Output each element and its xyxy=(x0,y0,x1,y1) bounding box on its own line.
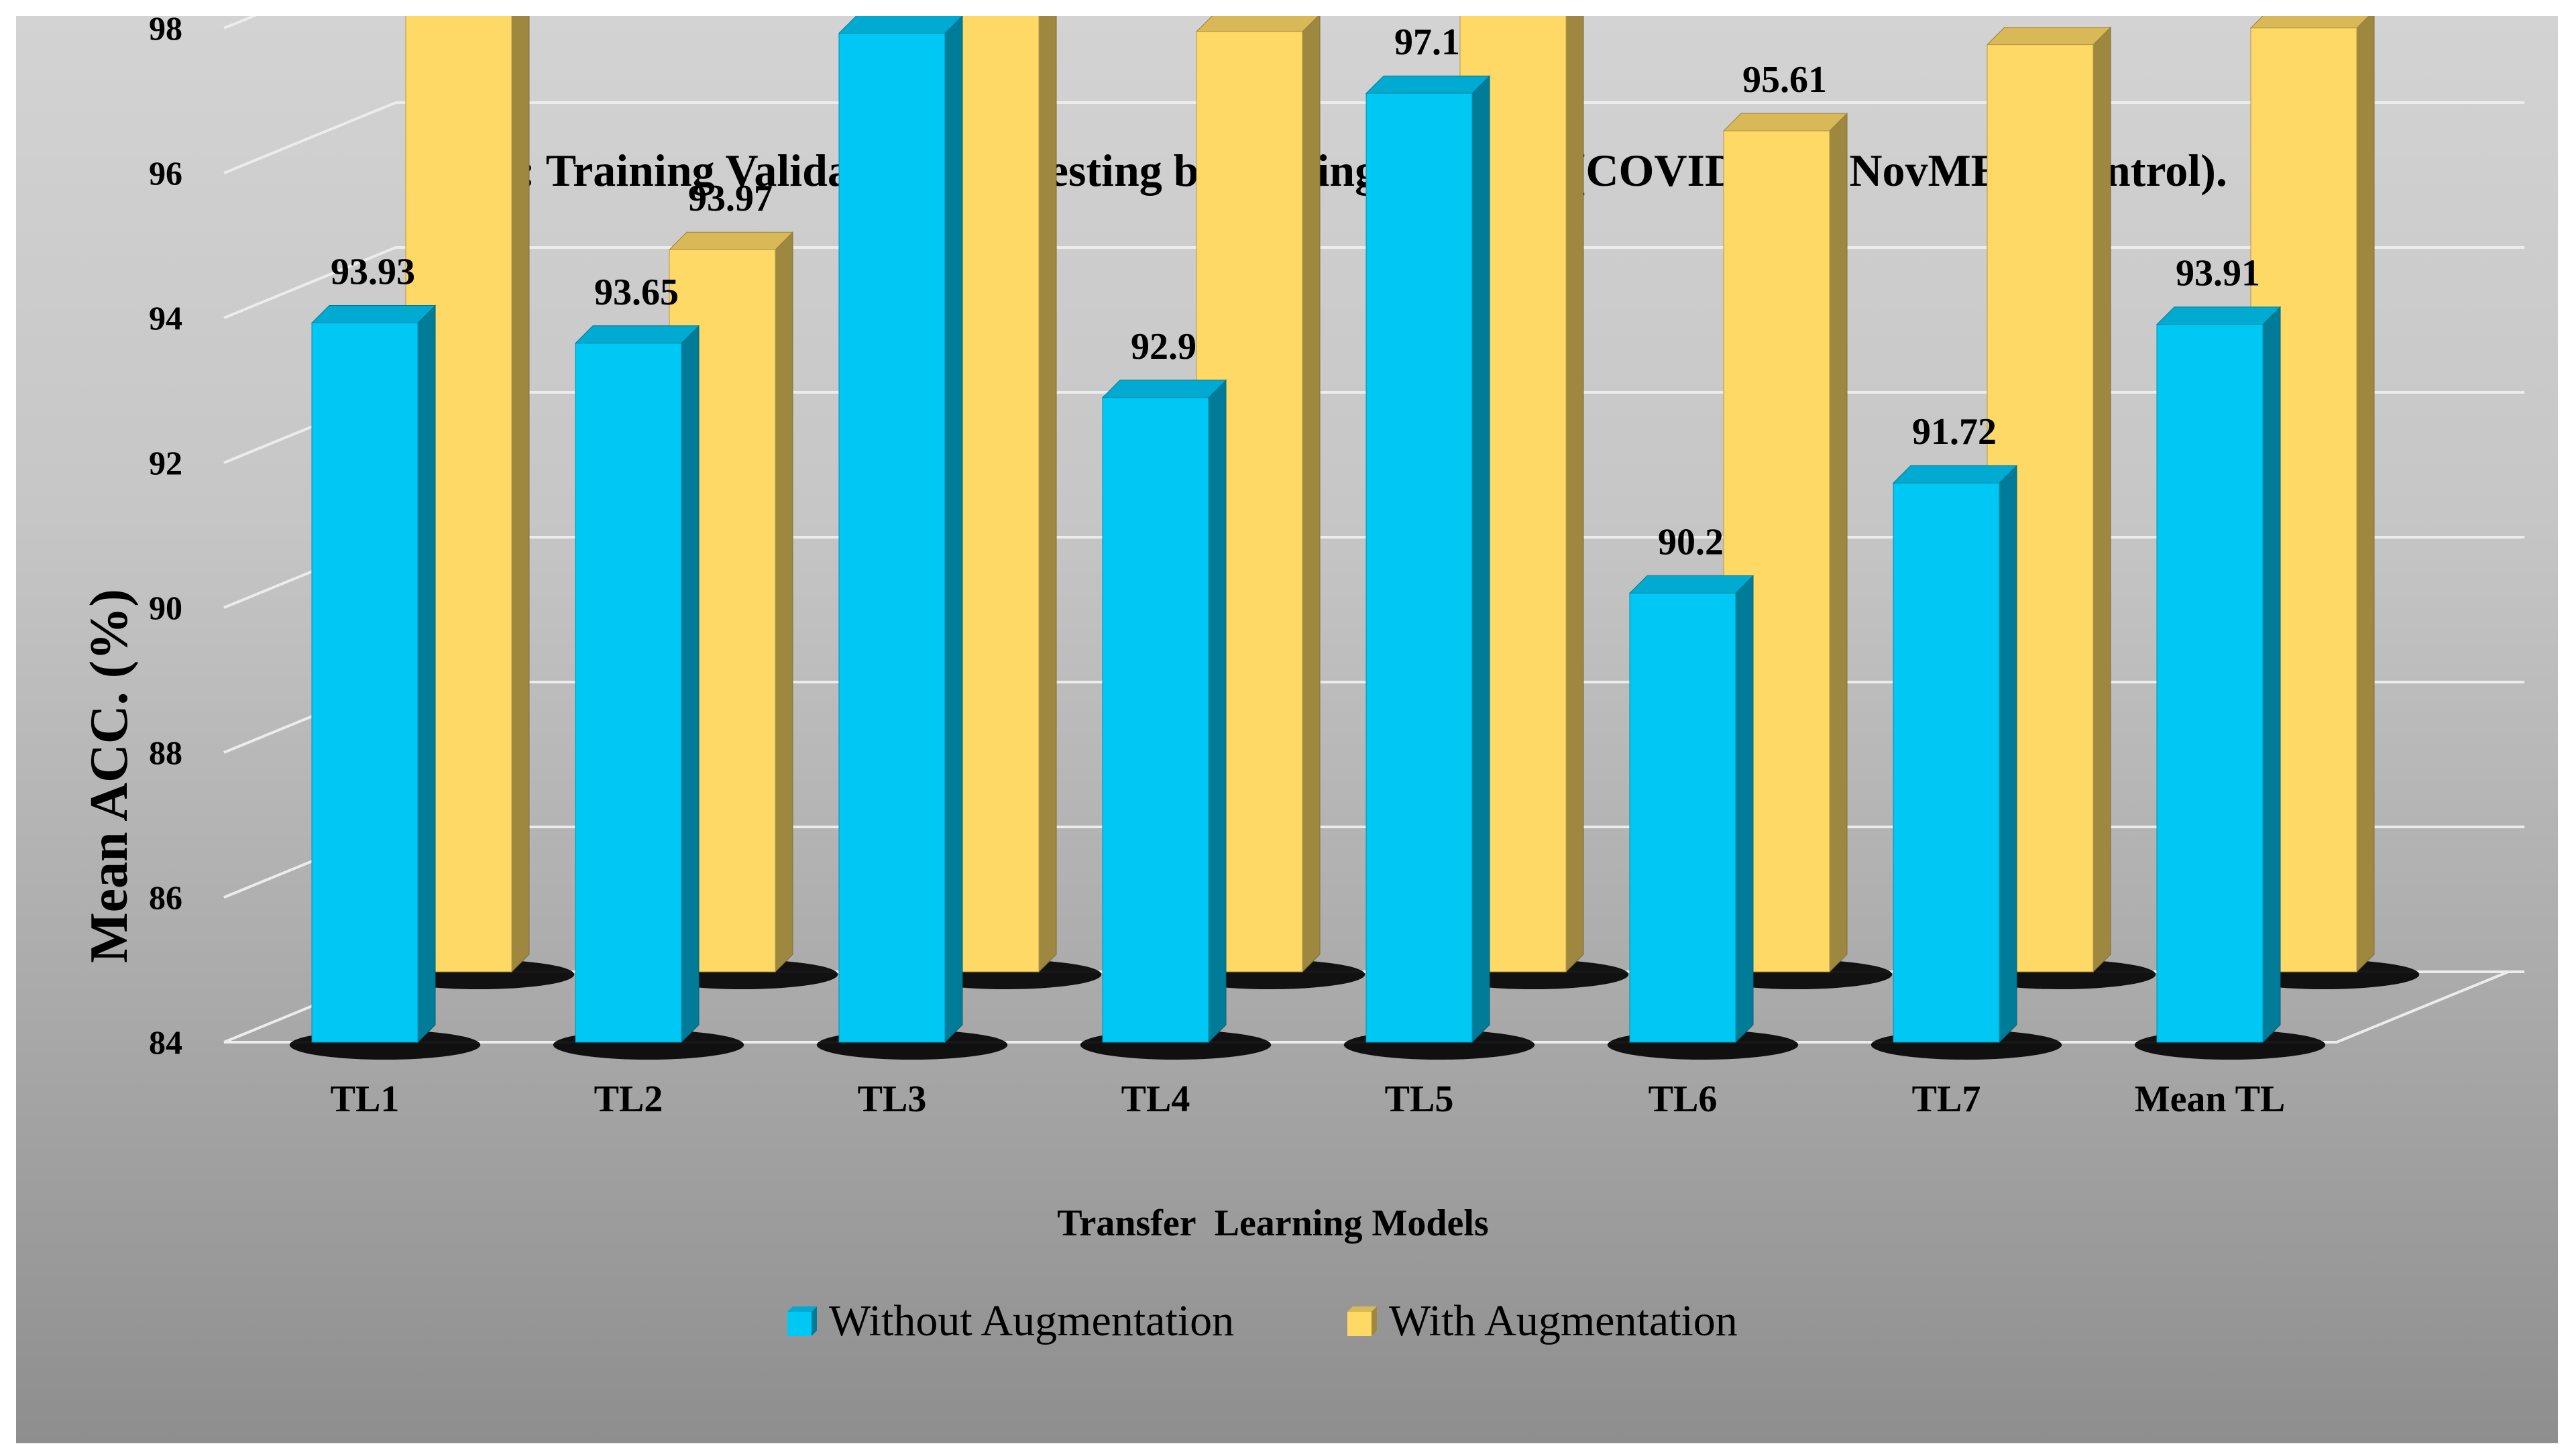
bar-side xyxy=(417,304,436,1044)
bar-top xyxy=(1628,575,1754,594)
bar-top xyxy=(1195,16,1319,32)
bar-without-aug-2: 93.65 xyxy=(553,272,744,1060)
legend-swatch-top xyxy=(787,1306,817,1312)
bar-front xyxy=(838,33,946,1043)
bar-side xyxy=(1999,465,2017,1044)
x-category-label: TL7 xyxy=(1912,1078,1981,1120)
bar-side xyxy=(1735,575,1754,1044)
bar-front xyxy=(1365,93,1473,1043)
x-category-label: Mean TL xyxy=(2135,1078,2286,1120)
bar-top xyxy=(1986,27,2112,46)
bar-side xyxy=(1471,74,1490,1044)
bar-value-label: 95.61 xyxy=(1742,59,1827,101)
x-category-label: TL1 xyxy=(331,1078,400,1120)
bar-without-aug-4: 92.9 xyxy=(1080,326,1272,1060)
bar-top xyxy=(668,231,794,250)
bar-top xyxy=(1365,75,1491,94)
bar-value-label: 90.2 xyxy=(1658,521,1724,563)
bar-side xyxy=(2356,16,2375,973)
legend: Without Augmentation With Augmentation xyxy=(787,1296,1738,1345)
bar-value-label: 93.65 xyxy=(594,272,679,313)
bar-top xyxy=(2156,306,2282,325)
legend-label: Without Augmentation xyxy=(829,1296,1234,1345)
x-axis-title: Transfer Learning Models xyxy=(1057,1202,1488,1244)
bars: 98.4493.9799.9996.9897.4495.6196.897.039… xyxy=(289,16,2420,1060)
bar-value-label: 91.72 xyxy=(1912,411,1997,453)
bar-with-aug-6: 95.61 xyxy=(1701,59,1893,989)
y-axis-ticks: 8486889092949698100 xyxy=(149,16,182,1061)
chart-frame: DC1: Training Validation and Testing bot… xyxy=(16,16,2558,1443)
bar-without-aug-7: 91.72 xyxy=(1871,411,2062,1060)
bar-value-label: 93.97 xyxy=(688,178,773,219)
y-tick-label: 96 xyxy=(149,154,182,192)
bar-front xyxy=(575,343,682,1043)
legend-swatch xyxy=(787,1312,812,1336)
x-category-label: TL5 xyxy=(1385,1078,1454,1120)
bar-side xyxy=(511,16,530,973)
y-tick-label: 84 xyxy=(149,1023,182,1061)
x-axis-categories: TL1 TL2 TL3 TL4 TL5 TL6 TL7 Mean TL xyxy=(331,1078,2286,1120)
bar-top xyxy=(1101,380,1227,398)
bar-front xyxy=(1893,482,2000,1043)
bar-value-label: 92.9 xyxy=(1131,326,1196,368)
x-category-label: TL3 xyxy=(858,1078,927,1120)
bar-top xyxy=(574,325,700,344)
bar-side xyxy=(1565,16,1584,973)
bar-without-aug-6: 90.2 xyxy=(1607,521,1799,1060)
bar-top xyxy=(311,305,437,324)
y-axis-title: Mean ACC. (%) xyxy=(80,589,139,963)
y-tick-label: 88 xyxy=(149,734,182,771)
bar-side xyxy=(1829,112,1848,973)
bar-side xyxy=(1038,16,1057,973)
legend-swatch-side xyxy=(812,1306,817,1336)
chart-title: DC1: Training Validation and Testing bot… xyxy=(431,145,2227,196)
gridline xyxy=(223,16,258,30)
bar-top xyxy=(1722,113,1848,131)
legend-swatch xyxy=(1347,1312,1372,1336)
legend-label: With Augmentation xyxy=(1389,1296,1738,1345)
bar-side xyxy=(1302,16,1321,973)
y-tick-label: 94 xyxy=(149,299,182,337)
bar-front xyxy=(1629,592,1736,1043)
legend-item-without-aug: Without Augmentation xyxy=(787,1296,1234,1345)
bar-front xyxy=(1102,397,1209,1043)
bar-without-aug-8: 93.91 xyxy=(2134,253,2326,1060)
bar-without-aug-1: 93.93 xyxy=(289,251,481,1060)
bar-side xyxy=(2262,306,2281,1044)
gridline xyxy=(223,101,2524,174)
bar-side xyxy=(2093,26,2111,973)
bar-value-label: 93.91 xyxy=(2176,253,2260,294)
bar-front xyxy=(311,323,419,1043)
bar-side xyxy=(775,231,793,973)
legend-item-with-aug: With Augmentation xyxy=(1347,1296,1738,1345)
bar-without-aug-5: 97.1 xyxy=(1343,21,1535,1060)
x-category-label: TL2 xyxy=(594,1078,663,1120)
bar-top xyxy=(2249,16,2369,29)
bar-side xyxy=(944,16,963,1044)
bar-value-label: 93.93 xyxy=(331,251,415,293)
y-tick-label: 98 xyxy=(149,16,182,47)
bar-value-label: 97.1 xyxy=(1394,21,1460,63)
bar-side xyxy=(681,325,700,1044)
y-tick-label: 86 xyxy=(149,879,182,916)
bar-front xyxy=(2156,324,2264,1043)
bar-top xyxy=(838,16,963,34)
x-category-label: TL4 xyxy=(1121,1078,1190,1120)
y-tick-label: 92 xyxy=(149,444,182,482)
x-category-label: TL6 xyxy=(1649,1078,1718,1120)
bar-without-aug-3: 97.93 xyxy=(816,16,1008,1060)
bar-side xyxy=(1208,379,1227,1044)
legend-swatch-side xyxy=(1372,1306,1377,1336)
y-tick-label: 90 xyxy=(149,589,182,626)
bar-chart: DC1: Training Validation and Testing bot… xyxy=(80,16,2524,1345)
bar-top xyxy=(1892,465,2018,484)
legend-swatch-top xyxy=(1347,1306,1377,1312)
